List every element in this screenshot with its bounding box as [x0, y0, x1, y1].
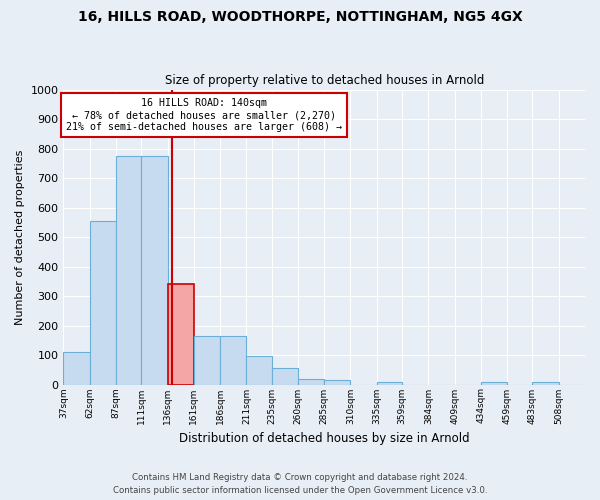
Bar: [220, 336, 247, 384]
Bar: [298, 378, 324, 384]
X-axis label: Distribution of detached houses by size in Arnold: Distribution of detached houses by size …: [179, 432, 470, 445]
Title: Size of property relative to detached houses in Arnold: Size of property relative to detached ho…: [164, 74, 484, 87]
Bar: [247, 356, 272, 384]
Bar: [64, 352, 90, 384]
Bar: [324, 380, 350, 384]
Bar: [141, 156, 167, 384]
Bar: [116, 156, 141, 384]
Bar: [532, 382, 559, 384]
Text: Contains HM Land Registry data © Crown copyright and database right 2024.
Contai: Contains HM Land Registry data © Crown c…: [113, 474, 487, 495]
Y-axis label: Number of detached properties: Number of detached properties: [15, 150, 25, 324]
Text: 16, HILLS ROAD, WOODTHORPE, NOTTINGHAM, NG5 4GX: 16, HILLS ROAD, WOODTHORPE, NOTTINGHAM, …: [77, 10, 523, 24]
Bar: [90, 221, 116, 384]
Bar: [167, 284, 194, 384]
Bar: [194, 336, 220, 384]
Text: 16 HILLS ROAD: 140sqm
← 78% of detached houses are smaller (2,270)
21% of semi-d: 16 HILLS ROAD: 140sqm ← 78% of detached …: [66, 98, 342, 132]
Bar: [272, 368, 298, 384]
Bar: [377, 382, 402, 384]
Bar: [481, 382, 507, 384]
